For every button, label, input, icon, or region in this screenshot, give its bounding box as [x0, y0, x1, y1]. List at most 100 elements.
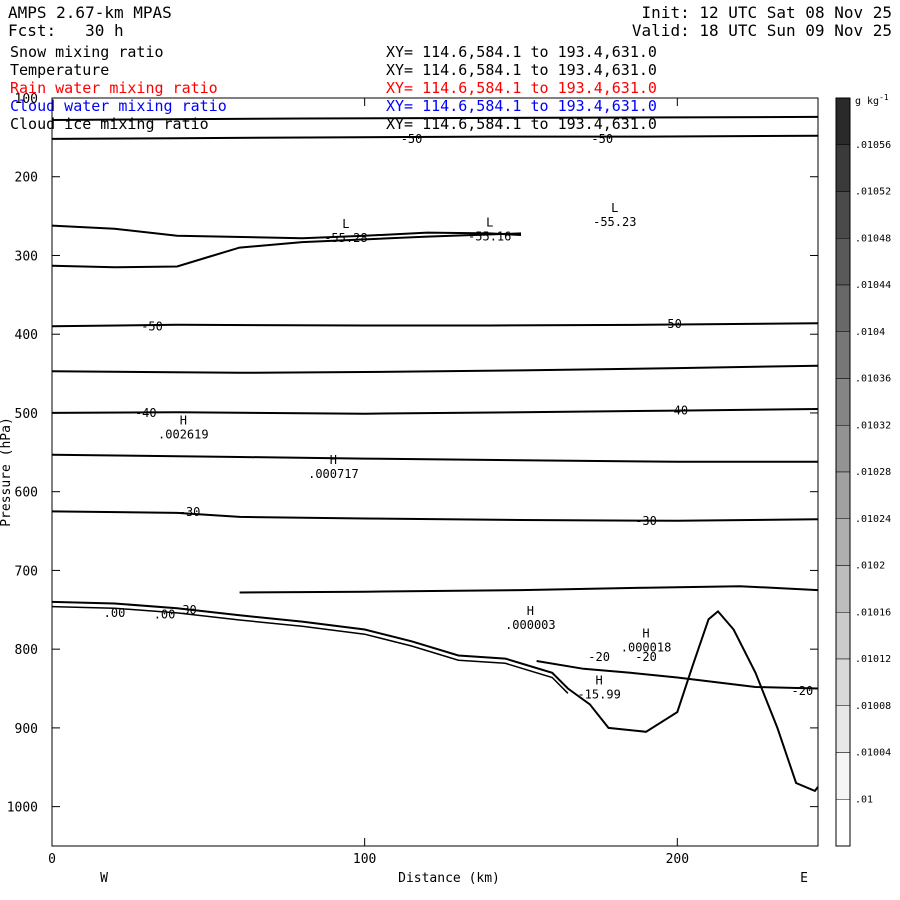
colorbar-label: .01032	[855, 420, 891, 431]
contour-label: -30	[179, 505, 201, 519]
y-tick-label: 600	[15, 486, 38, 501]
colorbar-cell	[835, 565, 851, 613]
temperature-contour	[51, 408, 819, 415]
y-tick-label: 700	[15, 564, 38, 579]
temperature-contour	[51, 510, 819, 522]
colorbar-cell	[835, 238, 851, 286]
colorbar-label: .01048	[855, 233, 891, 244]
colorbar-label: .0104	[855, 327, 885, 338]
extremum-marker: L	[486, 215, 493, 229]
field-name-cloud-water: Cloud water mixing ratio	[10, 97, 227, 115]
west-label: W	[100, 871, 108, 886]
east-label: E	[800, 871, 808, 886]
extremum-marker: H	[180, 414, 187, 428]
contour-label: -40	[666, 404, 688, 418]
colorbar-cell	[835, 144, 851, 192]
y-tick-label: 400	[15, 328, 38, 343]
colorbar-cell	[835, 658, 851, 706]
terrain-line	[51, 600, 819, 793]
colorbar-label: .01036	[855, 374, 891, 385]
colorbar-label: .01012	[855, 654, 891, 665]
field-name-rain: Rain water mixing ratio	[10, 79, 218, 97]
contour-label: -30	[635, 514, 657, 528]
extremum-value: .002619	[158, 428, 209, 442]
colorbar-cell	[835, 97, 851, 145]
colorbar-label: .01028	[855, 467, 891, 478]
y-tick-label: 1000	[7, 801, 38, 816]
extremum-value: .000018	[621, 640, 672, 654]
contour-label: .00	[154, 608, 176, 622]
init-time: Init: 12 UTC Sat 08 Nov 25	[641, 3, 892, 22]
temperature-contour	[536, 660, 819, 690]
colorbar-label: .01004	[855, 748, 891, 759]
colorbar-label: .01024	[855, 514, 891, 525]
extremum-marker: H	[330, 453, 337, 467]
extremum-marker: L	[611, 201, 618, 215]
extremum-value: .000003	[505, 618, 556, 632]
contour-label: -20	[588, 650, 610, 664]
colorbar-cell	[835, 425, 851, 473]
colorbar-units: g kg-1	[855, 93, 889, 107]
contour-label: -20	[792, 684, 814, 698]
colorbar-cell	[835, 612, 851, 660]
model-title: AMPS 2.67-km MPAS	[8, 3, 172, 22]
field-name-snow: Snow mixing ratio	[10, 43, 164, 61]
y-tick-label: 500	[15, 407, 38, 422]
temperature-contour	[51, 115, 819, 121]
contour-label: -50	[401, 132, 423, 146]
field-xy-temperature: XY= 114.6,584.1 to 193.4,631.0	[386, 61, 657, 79]
contour-label: -50	[591, 132, 613, 146]
colorbar-units-exponent: -1	[879, 93, 889, 102]
y-tick-label: 300	[15, 249, 38, 264]
field-xy-cloud-water: XY= 114.6,584.1 to 193.4,631.0	[386, 97, 657, 115]
extremum-marker: L	[342, 217, 349, 231]
terrain-shadow-line	[51, 605, 569, 694]
colorbar-label: .01	[855, 794, 873, 805]
colorbar-cell	[835, 705, 851, 753]
x-axis-title: Distance (km)	[398, 871, 500, 886]
y-tick-label: 200	[15, 171, 38, 186]
colorbar-label: .01008	[855, 701, 891, 712]
colorbar-cell	[835, 799, 851, 847]
field-xy-snow: XY= 114.6,584.1 to 193.4,631.0	[386, 43, 657, 61]
field-name-temperature: Temperature	[10, 61, 110, 79]
extremum-value: -55.28	[324, 231, 367, 245]
extremum-marker: H	[527, 604, 534, 618]
y-tick-label: 100	[15, 92, 38, 107]
colorbar-frame	[835, 97, 851, 847]
field-xy-cloud-ice: XY= 114.6,584.1 to 193.4,631.0	[386, 115, 657, 133]
temperature-contour	[51, 224, 522, 240]
x-tick-label: 100	[353, 852, 376, 867]
y-tick-label: 800	[15, 643, 38, 658]
temperature-contour	[51, 134, 819, 140]
extremum-marker: H	[596, 674, 603, 688]
contour-label: 30	[182, 603, 196, 617]
forecast-hours: Fcst: 30 h	[8, 21, 124, 40]
colorbar-label: .01016	[855, 607, 891, 618]
contour-label: -20	[635, 650, 657, 664]
contour-label: -50	[660, 317, 682, 331]
temperature-contour	[51, 364, 819, 374]
colorbar-cell	[835, 471, 851, 519]
temperature-contour	[239, 585, 819, 594]
y-axis-title: Pressure (hPa)	[0, 417, 14, 527]
extremum-marker: H	[642, 626, 649, 640]
x-tick-label: 0	[48, 852, 56, 867]
valid-time: Valid: 18 UTC Sun 09 Nov 25	[631, 21, 892, 40]
x-tick-label: 200	[666, 852, 689, 867]
extremum-value: -55.23	[593, 215, 636, 229]
colorbar-cell	[835, 331, 851, 379]
extremum-value: -15.99	[577, 688, 620, 702]
colorbar-label: .01052	[855, 187, 891, 198]
temperature-contour	[51, 232, 522, 269]
colorbar-label: .01044	[855, 280, 891, 291]
colorbar-cell	[835, 752, 851, 800]
contour-label: -50	[141, 319, 163, 333]
extremum-value: -55.16	[468, 229, 511, 243]
colorbar-label: .01056	[855, 140, 891, 151]
extremum-value: .000717	[308, 467, 359, 481]
colorbar-cell	[835, 191, 851, 239]
colorbar-cell	[835, 284, 851, 332]
colorbar-cell	[835, 378, 851, 426]
